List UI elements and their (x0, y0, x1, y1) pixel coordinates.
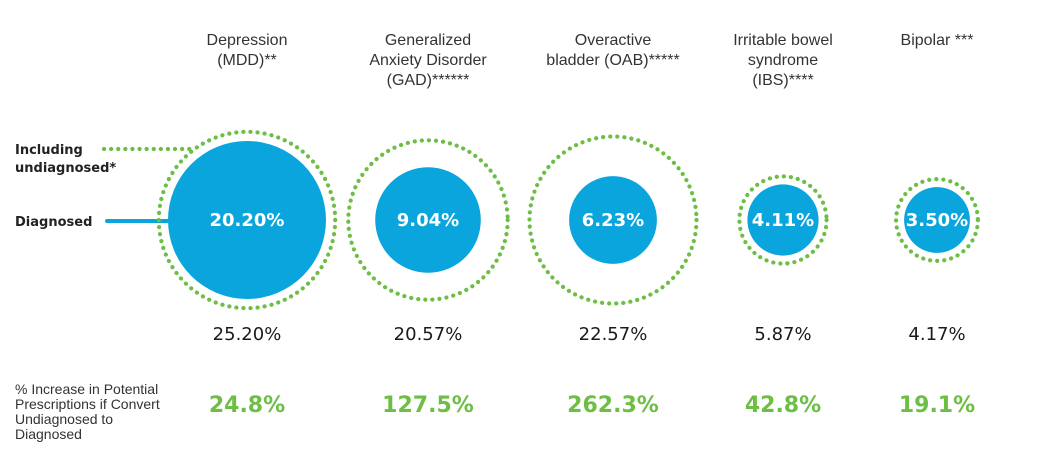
condition-5-diagnosed-label: 3.50% (906, 210, 968, 231)
condition-3-total-label: 22.57% (579, 324, 648, 345)
condition-5-increase-label: 19.1% (899, 393, 975, 418)
legend-diagnosed: Diagnosed (15, 215, 92, 230)
increase-row-label: % Increase in Potential Prescriptions if … (15, 381, 160, 442)
condition-4-total-label: 5.87% (754, 324, 811, 345)
condition-4-including-undiagnosed-ring (737, 174, 829, 266)
labels: Depression (MDD)** 20.20% 25.20% 24.8% Genera… (15, 32, 975, 442)
condition-3-title: Overactive bladder (OAB)***** (546, 32, 679, 69)
condition-3-including-undiagnosed-ring (527, 134, 699, 306)
bubbles (156, 129, 980, 311)
condition-5-title: Bipolar *** (901, 32, 974, 49)
condition-5-total-label: 4.17% (908, 324, 965, 345)
condition-1-diagnosed-bubble (168, 141, 326, 299)
condition-3-diagnosed-label: 6.23% (582, 210, 644, 231)
condition-3-diagnosed-bubble (569, 176, 657, 264)
legend-including-undiagnosed: Including undiagnosed* (15, 143, 116, 176)
condition-2-diagnosed-label: 9.04% (397, 210, 459, 231)
condition-3-increase-label: 262.3% (567, 393, 659, 418)
condition-1-including-undiagnosed-ring (156, 129, 338, 311)
condition-2-diagnosed-bubble (375, 167, 481, 273)
condition-2-title: Generalized Anxiety Disorder (GAD)****** (369, 32, 487, 89)
condition-2-increase-label: 127.5% (382, 393, 474, 418)
condition-1-total-label: 25.20% (213, 324, 282, 345)
condition-4-diagnosed-bubble (747, 184, 819, 256)
condition-4-diagnosed-label: 4.11% (752, 210, 814, 231)
condition-4-title: Irritable bowel syndrome (IBS)**** (733, 32, 833, 89)
condition-2-total-label: 20.57% (394, 324, 463, 345)
condition-4-increase-label: 42.8% (745, 393, 821, 418)
condition-1-title: Depression (MDD)** (207, 32, 288, 69)
condition-5-including-undiagnosed-ring (893, 177, 980, 264)
condition-1-diagnosed-label: 20.20% (210, 210, 285, 231)
condition-2-including-undiagnosed-ring (346, 138, 510, 302)
legend: Including undiagnosed* Diagnosed (15, 143, 199, 230)
condition-5-diagnosed-bubble (904, 187, 970, 253)
condition-1-increase-label: 24.8% (209, 393, 285, 418)
